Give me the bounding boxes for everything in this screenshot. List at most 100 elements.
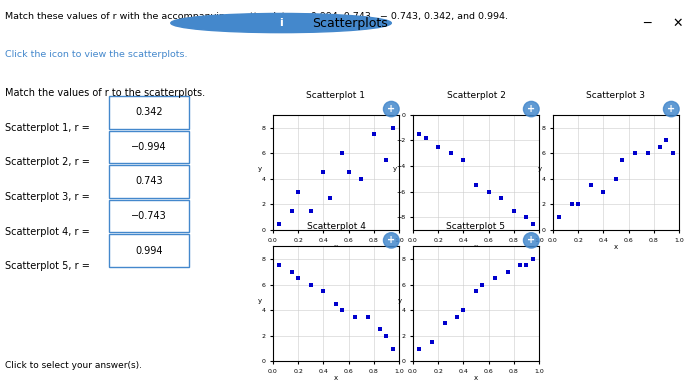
FancyBboxPatch shape [109, 234, 189, 267]
Point [654, 144, 666, 150]
Y-axis label: y: y [398, 298, 402, 304]
Circle shape [664, 101, 679, 117]
FancyBboxPatch shape [109, 165, 189, 198]
Text: −0.743: −0.743 [131, 211, 167, 221]
Point [661, 137, 672, 144]
Title: Scatterplot 2: Scatterplot 2 [447, 91, 505, 100]
Point [445, 150, 456, 156]
Text: ✕: ✕ [673, 17, 683, 30]
Point [368, 131, 379, 137]
Text: Scatterplot 1, r =: Scatterplot 1, r = [6, 123, 93, 133]
Point [337, 307, 348, 313]
Point [470, 182, 482, 188]
Point [362, 313, 373, 319]
Circle shape [171, 13, 391, 33]
Text: ─: ─ [643, 17, 651, 30]
Title: Scatterplot 5: Scatterplot 5 [447, 222, 505, 232]
X-axis label: x: x [614, 244, 618, 250]
Point [527, 220, 538, 227]
Point [387, 346, 398, 352]
Text: Click to select your answer(s).: Click to select your answer(s). [6, 361, 142, 370]
Text: Click the icon to view the scatterplots.: Click the icon to view the scatterplots. [6, 50, 188, 59]
X-axis label: x: x [474, 376, 478, 381]
Point [585, 182, 596, 188]
Point [414, 131, 425, 137]
Point [610, 176, 622, 182]
Text: +: + [387, 104, 395, 114]
Point [381, 157, 392, 163]
Point [502, 269, 513, 275]
Point [521, 214, 532, 220]
Text: 0.342: 0.342 [135, 107, 163, 118]
Point [470, 288, 482, 294]
Point [642, 150, 653, 156]
Text: 0.994: 0.994 [135, 245, 162, 256]
Point [598, 189, 609, 195]
Title: Scatterplot 4: Scatterplot 4 [307, 222, 365, 232]
Point [629, 150, 641, 156]
Text: Scatterplot 5, r =: Scatterplot 5, r = [6, 261, 93, 271]
Point [477, 281, 488, 288]
Circle shape [384, 101, 399, 117]
Point [433, 144, 444, 150]
Point [381, 333, 392, 339]
Circle shape [524, 233, 539, 248]
Point [318, 288, 329, 294]
Point [489, 275, 500, 281]
Point [554, 214, 565, 220]
X-axis label: x: x [334, 376, 338, 381]
Point [286, 269, 297, 275]
Text: +: + [667, 104, 676, 114]
Point [387, 124, 398, 131]
Text: Scatterplot 4, r =: Scatterplot 4, r = [6, 227, 93, 237]
Point [305, 281, 316, 288]
Point [330, 301, 342, 307]
Circle shape [384, 233, 399, 248]
Text: +: + [527, 104, 536, 114]
Point [274, 262, 285, 268]
Point [514, 262, 526, 268]
Circle shape [524, 101, 539, 117]
FancyBboxPatch shape [109, 96, 189, 129]
Point [305, 208, 316, 214]
Text: 0.743: 0.743 [135, 176, 163, 187]
Point [293, 275, 304, 281]
Point [527, 256, 538, 262]
Text: Scatterplot 3, r =: Scatterplot 3, r = [6, 192, 93, 202]
Point [420, 135, 431, 141]
Point [458, 157, 469, 163]
Text: −0.994: −0.994 [131, 142, 167, 152]
Point [617, 157, 628, 163]
Y-axis label: y: y [538, 166, 542, 172]
Point [667, 150, 678, 156]
Point [458, 307, 469, 313]
Point [508, 208, 519, 214]
Point [293, 189, 304, 195]
Point [374, 326, 386, 333]
Y-axis label: y: y [258, 298, 262, 304]
Point [452, 313, 463, 319]
Point [566, 201, 578, 207]
Point [337, 150, 348, 156]
Point [414, 346, 425, 352]
Point [324, 195, 335, 201]
Point [274, 220, 285, 227]
Text: Scatterplots: Scatterplots [312, 17, 388, 30]
Point [573, 201, 584, 207]
Y-axis label: y: y [258, 166, 262, 172]
Text: i: i [279, 18, 283, 28]
FancyBboxPatch shape [109, 200, 189, 232]
Text: Match the values of r to the scatterplots.: Match the values of r to the scatterplot… [6, 88, 205, 98]
Point [521, 262, 532, 268]
Point [318, 169, 329, 175]
Point [426, 339, 438, 345]
Text: Scatterplot 2, r =: Scatterplot 2, r = [6, 157, 93, 167]
Point [356, 176, 367, 182]
Point [343, 169, 354, 175]
Point [439, 320, 450, 326]
Text: +: + [387, 235, 395, 245]
FancyBboxPatch shape [109, 131, 189, 163]
Y-axis label: y: y [393, 166, 397, 172]
Point [349, 313, 360, 319]
X-axis label: x: x [474, 244, 478, 250]
